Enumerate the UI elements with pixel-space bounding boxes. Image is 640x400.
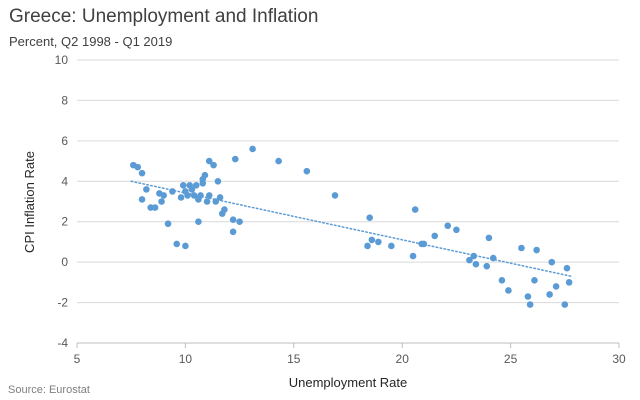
data-point	[409, 252, 417, 260]
x-axis-label: Unemployment Rate	[289, 375, 408, 390]
y-tick-label: 6	[61, 134, 68, 148]
y-tick-label: 10	[55, 53, 69, 67]
data-point	[216, 194, 224, 201]
chart-title: Greece: Unemployment and Inflation	[9, 6, 319, 27]
y-axis-label: CPI Inflation Rate	[22, 151, 37, 253]
data-point	[431, 232, 439, 240]
data-point	[184, 192, 191, 199]
data-point	[565, 279, 573, 286]
gridlines	[77, 59, 619, 304]
data-point	[489, 254, 497, 262]
x-tick-label: 20	[396, 352, 410, 366]
y-tick-label: 0	[61, 255, 68, 269]
x-tick-label: 5	[74, 352, 81, 366]
data-point	[524, 293, 532, 300]
data-points	[130, 145, 573, 308]
data-point	[331, 192, 339, 199]
data-point	[214, 177, 222, 185]
data-point	[561, 301, 569, 308]
data-point	[164, 220, 172, 228]
x-tick-label: 25	[504, 352, 518, 366]
data-point	[158, 198, 165, 205]
data-point	[182, 242, 189, 250]
data-point	[249, 145, 256, 153]
data-point	[205, 157, 213, 165]
data-point	[470, 252, 478, 260]
data-point	[210, 161, 217, 169]
data-point	[195, 218, 202, 226]
data-point	[518, 244, 525, 252]
data-point	[236, 218, 243, 226]
data-point	[197, 192, 204, 199]
data-point	[546, 291, 553, 298]
data-point	[388, 242, 395, 250]
data-point	[143, 186, 150, 193]
data-point	[179, 182, 187, 189]
data-point	[205, 192, 213, 199]
data-point	[505, 287, 512, 294]
data-point	[453, 226, 460, 234]
data-point	[533, 246, 540, 254]
data-point	[472, 260, 480, 268]
data-point	[134, 163, 142, 171]
source-note: Source: Eurostat	[8, 384, 90, 396]
data-point	[375, 238, 382, 246]
data-point	[221, 206, 228, 213]
data-point	[212, 198, 220, 205]
tick-labels: -4 -2 0 2 4 6 8 10 5 10 15 20 25 30	[55, 53, 626, 366]
y-tick-label: 8	[61, 93, 68, 107]
data-point	[420, 240, 428, 248]
y-tick-label: 4	[61, 174, 68, 188]
data-point	[138, 169, 146, 177]
data-point	[201, 171, 209, 179]
data-point	[485, 234, 493, 242]
data-point	[160, 192, 168, 199]
data-point	[192, 182, 200, 189]
data-point	[444, 222, 452, 230]
data-point	[177, 194, 185, 201]
data-point	[190, 192, 198, 199]
data-point	[364, 242, 371, 250]
data-point	[303, 167, 311, 175]
chart-subtitle: Percent, Q2 1998 - Q1 2019	[9, 34, 173, 49]
data-point	[203, 198, 211, 205]
data-point	[552, 283, 560, 290]
y-tick-label: -4	[57, 336, 68, 350]
x-tick-label: 30	[612, 352, 626, 366]
axes	[76, 342, 620, 348]
data-point	[366, 214, 373, 221]
data-point	[188, 186, 196, 193]
y-tick-label: -2	[57, 296, 68, 310]
data-point	[138, 196, 146, 203]
data-point	[169, 188, 176, 195]
data-point	[173, 240, 181, 248]
data-point	[531, 277, 538, 284]
data-point	[466, 256, 473, 264]
data-point	[498, 277, 506, 284]
data-point	[229, 228, 237, 236]
data-point	[411, 206, 419, 213]
x-tick-label: 10	[179, 352, 193, 366]
data-point	[275, 157, 282, 165]
trendline	[130, 180, 573, 278]
data-point	[526, 301, 534, 308]
trendline-group	[130, 180, 573, 278]
data-point	[563, 264, 571, 272]
y-tick-label: 2	[61, 215, 68, 229]
data-point	[231, 155, 239, 163]
data-point	[483, 262, 491, 270]
data-point	[548, 258, 556, 266]
data-point	[229, 216, 237, 223]
data-point	[368, 236, 376, 244]
x-tick-label: 15	[287, 352, 301, 366]
data-point	[151, 204, 159, 211]
